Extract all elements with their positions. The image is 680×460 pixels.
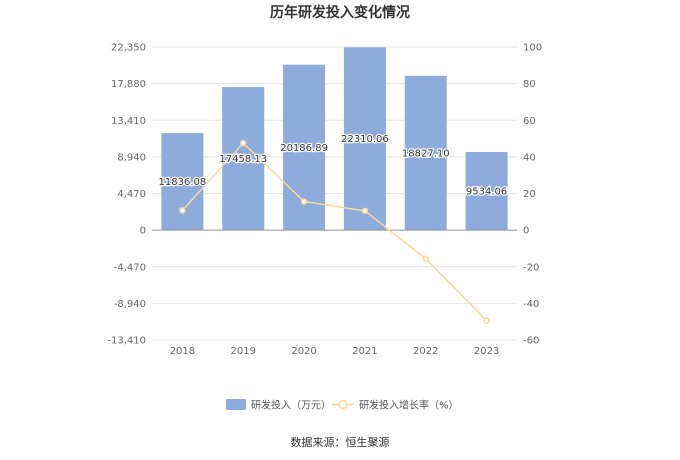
x-axis: 2018 2019 2020 2021 2022 2023 — [170, 346, 500, 357]
bar-data-labels: 11836.08 17458.13 20186.89 22310.06 18827.10… — [157, 133, 508, 199]
legend-line-label: 研发投入增长率（%） — [359, 399, 459, 412]
bar-value-label: 9534.06 — [466, 187, 507, 198]
legend-bar-label: 研发投入（万元） — [251, 399, 331, 412]
growth-point — [422, 255, 429, 262]
chart-title: 历年研发投入变化情况 — [270, 4, 410, 21]
bar-value-label: 18827.10 — [402, 148, 450, 159]
y-left-tick-label: -8,940 — [114, 299, 146, 310]
bar-series — [161, 47, 508, 231]
growth-point — [361, 207, 369, 215]
y-right-tick-label: 0 — [523, 226, 529, 237]
right-y-axis: 100 80 60 40 20 0 -20 -40 -60 — [523, 43, 542, 347]
y-right-tick-label: 20 — [523, 189, 536, 200]
growth-point — [483, 317, 490, 324]
bar-value-label: 17458.13 — [219, 154, 267, 165]
y-right-tick-label: 40 — [523, 152, 536, 163]
x-tick-label: 2023 — [474, 346, 499, 357]
x-tick-label: 2022 — [413, 346, 438, 357]
y-right-tick-label: -40 — [523, 299, 539, 310]
legend: 研发投入（万元） 研发投入增长率（%） — [226, 399, 459, 412]
y-right-tick-label: -20 — [523, 262, 539, 273]
y-left-tick-label: -13,410 — [107, 336, 146, 347]
bar — [161, 133, 204, 231]
bar-value-label: 11836.08 — [159, 177, 207, 188]
x-tick-label: 2021 — [352, 346, 377, 357]
y-right-tick-label: -60 — [523, 336, 539, 347]
y-left-tick-label: 22,350 — [111, 43, 146, 54]
y-left-tick-label: 0 — [140, 226, 146, 237]
growth-point — [300, 198, 308, 205]
x-tick-label: 2020 — [291, 346, 316, 357]
left-y-axis: 22,350 17,880 13,410 8,940 4,470 0 -4,470 -8,94… — [107, 43, 146, 347]
growth-point — [179, 207, 186, 214]
y-right-tick-label: 100 — [523, 43, 542, 54]
bar — [465, 152, 508, 231]
x-tick-label: 2019 — [231, 346, 256, 357]
y-left-tick-label: 13,410 — [111, 116, 146, 127]
bar — [404, 75, 447, 231]
bar-value-label: 22310.06 — [341, 134, 389, 145]
source-note: 数据来源：恒生聚源 — [291, 435, 390, 449]
y-left-tick-label: -4,470 — [114, 262, 146, 273]
y-right-tick-label: 60 — [523, 116, 536, 127]
legend-line-marker — [338, 399, 348, 410]
bar — [343, 47, 386, 231]
growth-line — [181, 142, 488, 322]
legend-bar-swatch — [226, 399, 246, 410]
y-right-tick-label: 80 — [523, 79, 536, 90]
growth-point — [240, 139, 247, 147]
line-series — [179, 139, 490, 324]
y-left-tick-label: 8,940 — [117, 152, 146, 163]
y-left-tick-label: 17,880 — [111, 79, 146, 90]
bar-value-label: 20186.89 — [280, 143, 328, 154]
y-left-tick-label: 4,470 — [117, 189, 146, 200]
x-tick-label: 2018 — [170, 346, 195, 357]
